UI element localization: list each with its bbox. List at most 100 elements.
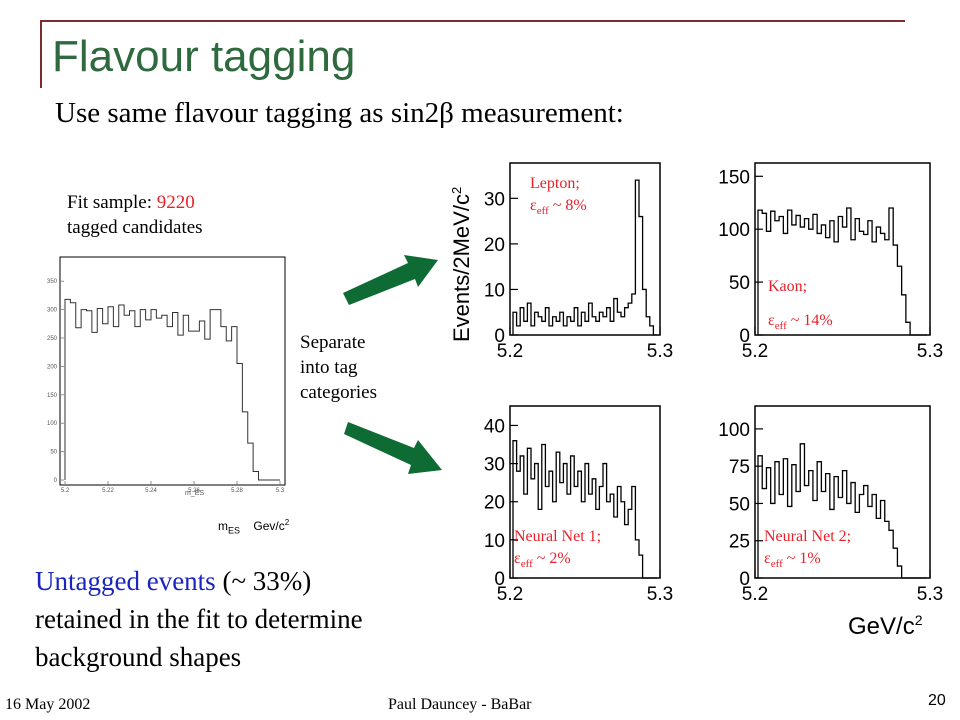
arrow-down-right-icon <box>344 422 442 474</box>
nn2-histogram: 100 75 50 25 05.2 5.3 <box>718 405 943 605</box>
mes-x-tick-label: 5.24 <box>145 488 157 494</box>
kaon-eff: ~ 14% <box>790 312 833 329</box>
nn1-label: Neural Net 1; εeff ~ 2% <box>514 526 601 575</box>
mes-y-tick-label: 200 <box>47 364 58 370</box>
eff-sub: eff <box>536 205 549 218</box>
eff-symbol: ε <box>768 312 775 329</box>
separate-line-3: categories <box>300 382 378 403</box>
mes-y-tick-label: 50 <box>50 450 57 456</box>
category-x-label-text: GeV/c <box>848 613 915 640</box>
mes-axis-unit: Gev/c <box>253 519 285 533</box>
mes-histogram-line <box>64 298 280 481</box>
category-y-label-text: Events/2MeV/c <box>449 194 474 342</box>
eff-sub: eff <box>774 320 787 333</box>
category-y-label-sup: 2 <box>449 187 464 194</box>
lepton-eff: ~ 8% <box>552 197 587 214</box>
untagged-line-2: retained in the fit to determine <box>35 604 363 634</box>
nn2-y-tick-label: 50 <box>729 494 750 515</box>
nn2-histogram-line <box>757 443 927 579</box>
nn1-y-tick-label: 40 <box>484 416 505 437</box>
kaon-x-tick-label: 5.3 <box>917 341 943 362</box>
fit-sample-suffix: tagged candidates <box>67 217 203 238</box>
eff-sub: eff <box>520 558 533 571</box>
category-y-axis-label: Events/2MeV/c2 <box>449 187 474 342</box>
lepton-y-tick-label: 30 <box>484 189 505 210</box>
nn2-y-tick-label: 0 <box>739 569 750 590</box>
nn1-y-tick-label: 20 <box>484 493 505 514</box>
slide-title: Flavour tagging <box>52 32 356 81</box>
kaon-label: Kaon; εeff ~ 14% <box>768 270 833 343</box>
nn2-label: Neural Net 2; εeff ~ 1% <box>764 526 851 575</box>
nn2-x-tick-label: 5.2 <box>742 584 768 605</box>
lepton-y-tick-label: 0 <box>494 326 505 347</box>
eff-symbol: ε <box>530 197 537 214</box>
nn2-y-tick-label: 75 <box>729 457 750 478</box>
untagged-highlight: Untagged events <box>35 566 216 596</box>
lepton-name: Lepton; <box>530 175 580 192</box>
mes-axis-m: m <box>218 519 228 533</box>
untagged-line-3: background shapes <box>35 642 242 672</box>
slide-subtitle: Use same flavour tagging as sin2β measur… <box>55 97 624 129</box>
mes-x-tick-label: 5.22 <box>102 488 114 494</box>
mes-y-tick-label: 100 <box>47 421 58 427</box>
mes-x-tick-label: 5.28 <box>231 488 243 494</box>
category-x-label-sup: 2 <box>914 612 923 628</box>
nn2-eff: ~ 1% <box>786 550 821 567</box>
mes-x-tick-label: 5.2 <box>61 488 70 494</box>
separate-label: Separate into tag categories <box>300 330 377 405</box>
arrow-up-right-icon <box>343 255 438 305</box>
separate-line-1: Separate <box>300 332 366 353</box>
svg-text:Events/2MeV/c2: Events/2MeV/c2 <box>449 187 474 342</box>
nn1-x-tick-label: 5.2 <box>497 584 523 605</box>
mes-y-tick-label: 300 <box>47 308 58 314</box>
kaon-frame <box>754 162 931 336</box>
frame-top-line <box>40 20 905 22</box>
fit-sample-prefix: Fit sample: <box>67 192 157 213</box>
nn1-x-tick-label: 5.3 <box>647 584 673 605</box>
kaon-y-tick-label: 50 <box>729 273 750 294</box>
mes-y-tick-label: 250 <box>47 336 58 342</box>
mes-y-tick-label: 350 <box>47 279 58 285</box>
mes-frame <box>59 256 286 486</box>
kaon-histogram: 150 100 50 05.2 5.3 <box>718 162 943 362</box>
mes-histogram: 350 300 250 200 150 100 50 0 5.2 5.22 5.24 5.26 5.2… <box>47 256 286 497</box>
fit-sample-count: 9220 <box>156 192 195 213</box>
mes-axis-sub: ES <box>228 525 241 536</box>
footer-page-number: 20 <box>928 692 946 709</box>
untagged-fraction: (~ 33%) <box>215 566 312 596</box>
mes-axis-unit-sup: 2 <box>284 518 290 527</box>
fit-sample-label: Fit sample: 9220 tagged candidates <box>67 190 203 240</box>
nn2-y-tick-label: 100 <box>718 420 750 441</box>
nn1-name: Neural Net 1; <box>514 528 602 545</box>
lepton-x-tick-label: 5.3 <box>647 341 673 362</box>
nn1-y-tick-label: 30 <box>484 455 505 476</box>
separate-line-2: into tag <box>300 357 358 378</box>
kaon-name: Kaon; <box>768 278 808 295</box>
mes-x-title: m_ES <box>185 490 204 497</box>
kaon-y-tick-label: 0 <box>739 326 750 347</box>
lepton-y-tick-label: 20 <box>484 235 505 256</box>
nn2-name: Neural Net 2; <box>764 528 852 545</box>
mes-x-tick-label: 5.26 <box>188 488 200 494</box>
lepton-y-tick-label: 10 <box>484 280 505 301</box>
mes-y-tick-label: 150 <box>47 393 58 399</box>
eff-symbol: ε <box>764 550 771 567</box>
nn1-y-tick-label: 0 <box>494 569 505 590</box>
mes-x-tick-label: 5.3 <box>276 488 285 494</box>
kaon-y-tick-label: 100 <box>718 220 750 241</box>
footer-date: 16 May 2002 <box>5 696 91 713</box>
nn2-x-tick-label: 5.3 <box>917 584 943 605</box>
mes-axis-label: mES Gev/c2 <box>218 518 289 535</box>
footer-author: Paul Dauncey - BaBar <box>388 696 532 713</box>
lepton-x-tick-label: 5.2 <box>497 341 523 362</box>
mes-y-tick-label: 0 <box>54 478 58 484</box>
lepton-label: Lepton; εeff ~ 8% <box>530 173 587 222</box>
eff-symbol: ε <box>514 550 521 567</box>
frame-left-line <box>40 20 42 88</box>
nn2-y-tick-label: 25 <box>729 532 750 553</box>
category-x-axis-label: GeV/c2 <box>848 612 923 641</box>
nn1-eff: ~ 2% <box>536 550 571 567</box>
kaon-x-tick-label: 5.2 <box>742 341 768 362</box>
kaon-y-tick-label: 150 <box>718 167 750 188</box>
lepton-histogram-line <box>512 179 657 336</box>
